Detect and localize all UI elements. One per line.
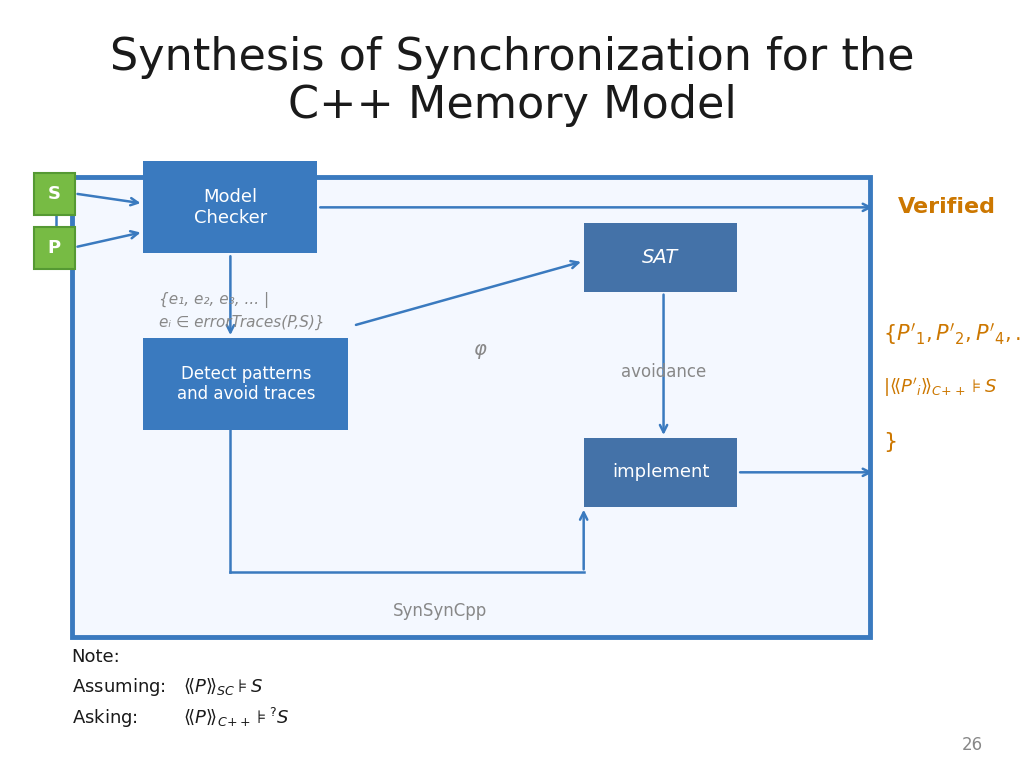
- Text: Synthesis of Synchronization for the: Synthesis of Synchronization for the: [110, 36, 914, 79]
- Text: SAT: SAT: [642, 248, 679, 266]
- Text: P: P: [48, 239, 60, 257]
- Bar: [143, 161, 317, 253]
- Text: $\}$: $\}$: [883, 429, 896, 454]
- Text: Asking:        $\langle\!\langle P \rangle\!\rangle_{C\!+\!+} \models^? S$: Asking: $\langle\!\langle P \rangle\!\ra…: [72, 706, 290, 730]
- Text: 26: 26: [963, 736, 983, 754]
- Text: SynSynCpp: SynSynCpp: [393, 601, 487, 620]
- Bar: [143, 338, 348, 430]
- Text: Model
Checker: Model Checker: [194, 188, 267, 227]
- Text: {e₁, e₂, e₃, ... |: {e₁, e₂, e₃, ... |: [159, 292, 269, 307]
- Text: S: S: [48, 185, 60, 203]
- Bar: [584, 438, 737, 507]
- Text: $\{P'_1, P'_2, P'_4, ...$: $\{P'_1, P'_2, P'_4, ...$: [883, 321, 1024, 347]
- Text: implement: implement: [611, 463, 710, 482]
- Text: Verified: Verified: [898, 197, 996, 217]
- Text: avoidance: avoidance: [621, 363, 707, 382]
- Bar: [72, 177, 870, 637]
- Bar: [34, 227, 75, 269]
- Text: Detect patterns
and avoid traces: Detect patterns and avoid traces: [176, 365, 315, 403]
- Text: Note:: Note:: [72, 647, 121, 666]
- Bar: [584, 223, 737, 292]
- Text: $| \langle\!\langle P'_i \rangle\!\rangle_{C\!+\!+} \models S$: $| \langle\!\langle P'_i \rangle\!\rangl…: [883, 376, 996, 399]
- Text: eᵢ ∈ errorTraces(P,S)}: eᵢ ∈ errorTraces(P,S)}: [159, 315, 325, 330]
- Bar: [34, 173, 75, 215]
- Text: φ: φ: [473, 340, 485, 359]
- Text: C++ Memory Model: C++ Memory Model: [288, 84, 736, 127]
- Text: Assuming:   $\langle\!\langle P \rangle\!\rangle_{SC} \models S$: Assuming: $\langle\!\langle P \rangle\!\…: [72, 677, 262, 698]
